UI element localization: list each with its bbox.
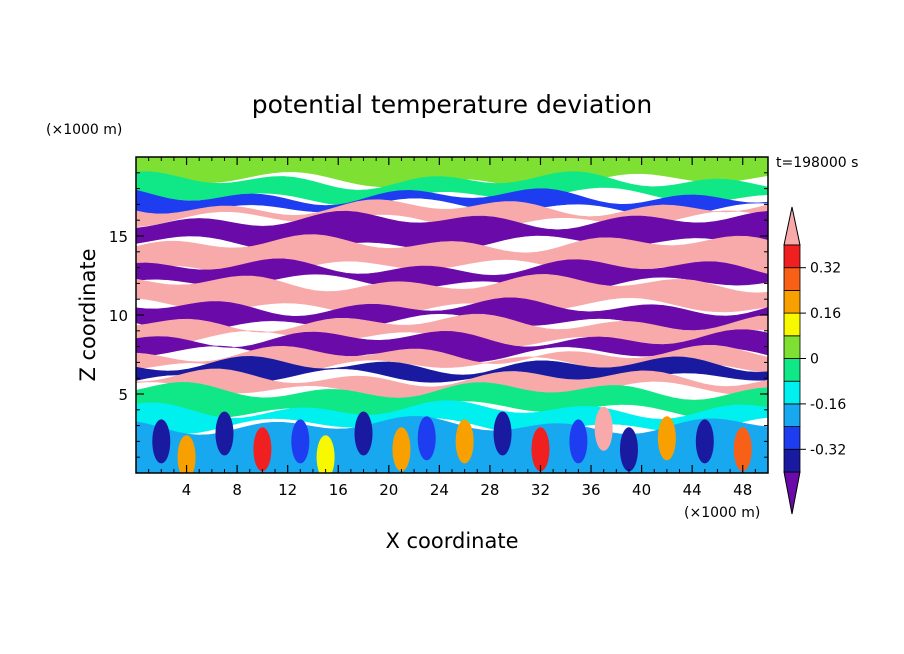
x-tick-label: 20 — [379, 481, 398, 499]
y-unit-label: (×1000 m) — [46, 122, 122, 138]
colorbar-label: -0.32 — [810, 442, 846, 458]
colorbar-band — [783, 335, 801, 359]
colorbar-label: 0 — [810, 352, 819, 368]
colorbar-band — [783, 403, 801, 427]
y-tick-label: 10 — [109, 307, 128, 325]
colorbar-band — [783, 426, 801, 450]
colorbar-band — [783, 267, 801, 291]
heatmap-cell — [417, 416, 436, 461]
heatmap-field — [136, 157, 768, 473]
heatmap-cell — [733, 427, 752, 472]
colorbar-band — [783, 380, 801, 405]
y-axis-label: Z coordinate — [76, 248, 100, 381]
x-unit-label: (×1000 m) — [684, 505, 760, 521]
x-axis: 4 8 12 16 20 24 28 32 36 40 44 48 — [148, 157, 756, 499]
heatmap-cell — [354, 411, 373, 456]
colorbar-label: 0.16 — [810, 306, 841, 322]
colorbar-band — [783, 358, 801, 382]
heatmap-layer — [136, 157, 768, 190]
x-tick-label: 48 — [733, 481, 752, 499]
heatmap-layer — [136, 368, 768, 401]
x-tick-label: 40 — [632, 481, 651, 499]
heatmap-layer — [136, 258, 768, 293]
x-tick-label: 28 — [480, 481, 499, 499]
colorbar-label: -0.16 — [810, 397, 846, 413]
heatmap-cell — [594, 406, 613, 451]
x-tick-label: 44 — [683, 481, 702, 499]
heatmap-cell — [657, 416, 676, 461]
heatmap-cell — [316, 435, 335, 473]
heatmap-cell — [531, 427, 550, 472]
colorbar-band — [783, 448, 801, 473]
x-tick-label: 4 — [182, 481, 192, 499]
x-tick-label: 12 — [278, 481, 297, 499]
heatmap-cell — [619, 427, 638, 472]
colorbar-band — [783, 312, 801, 337]
y-tick-label: 5 — [118, 386, 128, 404]
heatmap-cell — [695, 419, 714, 464]
y-tick-label: 15 — [109, 228, 128, 246]
colorbar-label: 0.32 — [810, 261, 841, 277]
colorbar-band — [783, 244, 801, 269]
heatmap-cell — [253, 427, 272, 472]
x-tick-label: 24 — [430, 481, 449, 499]
heatmap-cell — [493, 411, 512, 456]
heatmap-cell — [215, 411, 234, 456]
heatmap-cell — [455, 419, 474, 464]
heatmap-layer — [136, 400, 768, 435]
heatmap-cell — [569, 419, 588, 464]
chart-title: potential temperature deviation — [252, 90, 652, 119]
heatmap-cell — [152, 419, 171, 464]
heatmap-cell — [291, 419, 310, 464]
colorbar-band — [783, 289, 801, 314]
x-tick-label: 8 — [232, 481, 242, 499]
colorbar-bottom-triangle — [783, 471, 801, 515]
x-axis-label: X coordinate — [385, 529, 518, 553]
colorbar: 0.32 0.16 0 -0.16 -0.32 — [783, 206, 846, 515]
y-axis: 5 10 15 — [109, 172, 768, 458]
colorbar-top-triangle — [783, 206, 801, 246]
heatmap-cell — [177, 435, 196, 473]
time-label: t=198000 s — [776, 155, 858, 171]
x-tick-label: 32 — [531, 481, 550, 499]
x-tick-label: 16 — [329, 481, 348, 499]
x-tick-label: 36 — [581, 481, 600, 499]
heatmap-cell — [392, 427, 411, 472]
